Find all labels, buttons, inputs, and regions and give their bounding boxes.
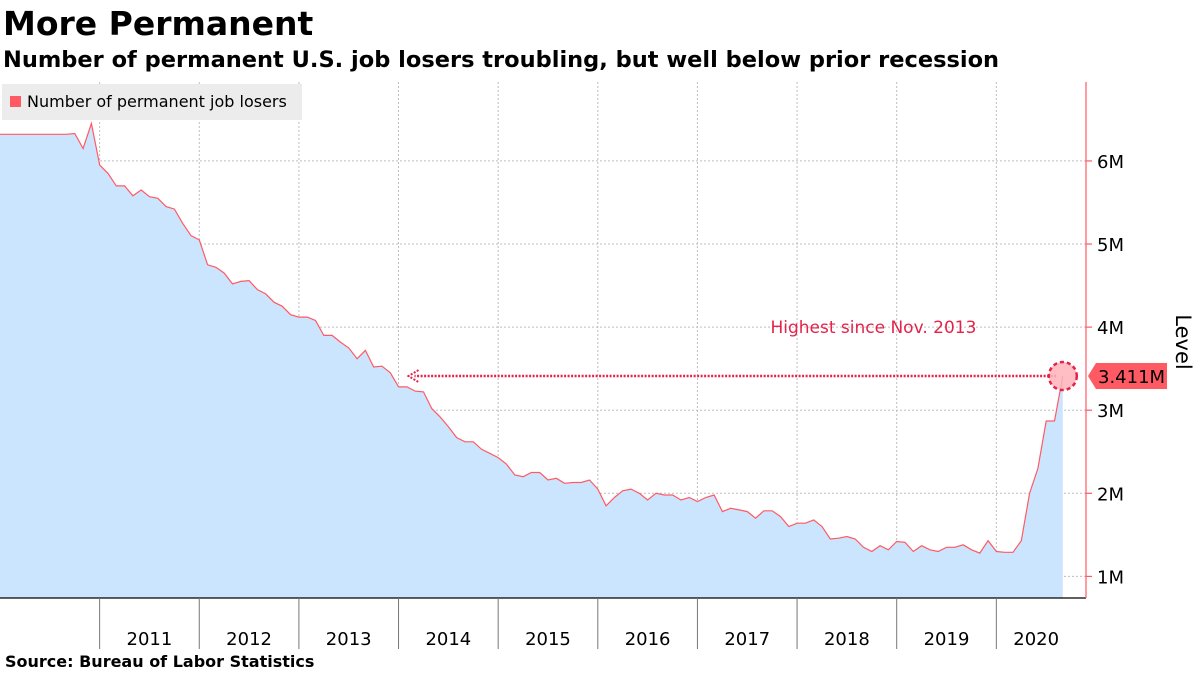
x-tick-label: 2016: [625, 629, 671, 650]
x-tick-label: 2017: [724, 629, 770, 650]
last-point-highlight: [1047, 360, 1079, 392]
area-fill: [0, 123, 1063, 598]
x-axis-ticks: 2011 2012 2013 2014 2015 2016 2017 2018 2019 2020: [99, 598, 1059, 650]
source-note: Source: Bureau of Labor Statistics: [5, 652, 315, 671]
last-value-badge: [1088, 363, 1167, 390]
x-tick-label: 2015: [525, 629, 571, 650]
y-tick-label: 5M: [1097, 235, 1124, 256]
series-area: [0, 121, 1064, 598]
x-tick-label: 2012: [226, 629, 272, 650]
y-tick-label: 2M: [1097, 484, 1124, 505]
annotations: Highest since Nov. 2013 3.411M: [406, 318, 1167, 392]
annotation-text: Highest since Nov. 2013: [770, 318, 976, 338]
series-line: [0, 121, 1064, 554]
y-axis-label: Level: [1171, 314, 1195, 369]
chart-title: More Permanent: [3, 4, 314, 43]
y-tick-label: 3M: [1097, 401, 1124, 422]
y-tick-label: 6M: [1097, 152, 1124, 173]
y-tick-label: 4M: [1097, 318, 1124, 339]
axes: [0, 82, 1087, 599]
y-axis-ticks: 1M 2M 3M 4M 5M 6M: [1086, 152, 1124, 588]
y-tick-label: 1M: [1097, 567, 1124, 588]
x-tick-label: 2019: [924, 629, 970, 650]
annotation-arrowhead: [406, 369, 420, 383]
legend-label: Number of permanent job losers: [27, 92, 287, 111]
last-value-label: 3.411M: [1098, 367, 1165, 388]
legend-swatch: [10, 96, 21, 107]
x-tick-label: 2011: [127, 629, 173, 650]
legend: [2, 84, 302, 120]
x-tick-label: 2013: [326, 629, 372, 650]
x-tick-label: 2020: [1013, 629, 1059, 650]
x-tick-label: 2018: [824, 629, 870, 650]
x-tick-label: 2014: [425, 629, 471, 650]
chart-subtitle: Number of permanent U.S. job losers trou…: [3, 47, 1000, 73]
